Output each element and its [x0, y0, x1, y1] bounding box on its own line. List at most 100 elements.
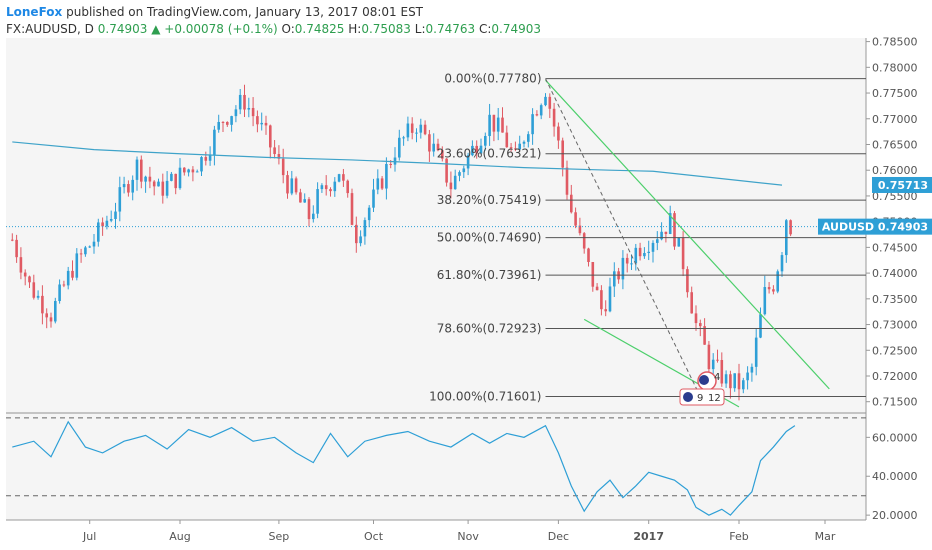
candle-body	[458, 172, 461, 176]
candle-body	[152, 181, 156, 187]
candle-body	[277, 154, 281, 159]
candle-body	[496, 117, 500, 132]
candle-body	[286, 175, 289, 194]
candle-body	[355, 224, 358, 244]
candle-body	[570, 194, 573, 213]
x-tick-label: Jul	[82, 530, 96, 543]
candle-body	[200, 157, 203, 172]
candle-body	[656, 239, 659, 243]
candle-body	[488, 114, 491, 137]
event-label: 4	[714, 372, 720, 383]
price-tag-bg	[818, 218, 932, 235]
candle-body	[23, 272, 27, 277]
author-link[interactable]: LoneFox	[6, 5, 63, 19]
candle-body	[677, 237, 681, 247]
candle-body	[552, 108, 556, 127]
candle-body	[195, 171, 199, 173]
candle-body	[256, 116, 259, 125]
candle-body	[509, 147, 513, 149]
candle-body	[71, 270, 74, 278]
candle-body	[527, 134, 530, 142]
candle-body	[221, 121, 225, 123]
candle-body	[763, 287, 767, 315]
candle-body	[423, 124, 427, 135]
fib-level-label: 50.00%(0.74690)	[437, 231, 542, 245]
candle-body	[634, 247, 638, 264]
candle-body	[92, 241, 96, 247]
candle-body	[342, 174, 345, 181]
fib-level-label: 0.00%(0.77780)	[444, 72, 541, 86]
price-pane	[6, 38, 866, 412]
y-axis-ticks: 0.78500 0.78000 0.77500 0.77000 0.76500 0.760…	[866, 36, 918, 522]
candle-body	[264, 122, 268, 126]
price-tag-bg	[872, 176, 932, 193]
candle-body	[269, 125, 272, 148]
candle-body	[161, 181, 165, 196]
candle-body	[170, 173, 173, 181]
open-value: 0.74825	[294, 22, 345, 36]
candle-body	[157, 181, 160, 187]
candle-body	[475, 145, 478, 154]
candle-body	[638, 247, 642, 257]
candle-body	[699, 323, 702, 327]
price-tag-text: AUDUSD 0.74903	[822, 221, 928, 234]
candle-body	[75, 253, 79, 278]
fibonacci-levels: 0.00%(0.77780) 23.60%(0.76321) 38.20%(0.75…	[429, 72, 866, 404]
candle-body	[140, 159, 143, 182]
candle-body	[105, 220, 109, 227]
candle-body	[101, 222, 104, 227]
candle-body	[208, 154, 212, 161]
flag-icon-inner	[699, 375, 709, 385]
candle-body	[664, 231, 668, 234]
candle-body	[535, 114, 539, 116]
candle-body	[380, 178, 384, 189]
candle-body	[643, 253, 646, 257]
price-tag-text: 0.75713	[878, 179, 928, 192]
candle-body	[217, 121, 220, 130]
candle-body	[772, 289, 775, 292]
candle-body	[88, 246, 91, 248]
open-label: O:	[281, 22, 295, 36]
candle-body	[484, 136, 487, 146]
close-label: C:	[478, 22, 492, 36]
ohlc-header: FX:AUDUSD, D 0.74903 ▲ +0.00078 (+0.1%) …	[6, 22, 541, 36]
candle-body	[367, 207, 371, 221]
event-markers: 49 12	[679, 371, 725, 406]
candle-body	[673, 213, 676, 247]
publish-info: published on TradingView.com, January 13…	[66, 5, 424, 19]
candle-body	[165, 180, 169, 196]
candle-body	[428, 134, 431, 152]
candle-body	[453, 175, 457, 190]
fib-level-label: 78.60%(0.72923)	[437, 322, 542, 336]
candle-body	[449, 182, 453, 190]
candle-body	[294, 178, 298, 193]
candle-body	[574, 212, 577, 226]
candle-body	[66, 270, 70, 286]
x-tick-label: Nov	[457, 530, 479, 543]
candle-body	[471, 145, 474, 156]
candle-body	[591, 262, 595, 287]
price-change: +0.00078 (+0.1%)	[164, 22, 278, 36]
ma-line	[12, 141, 783, 186]
candle-body	[191, 169, 195, 173]
candle-body	[329, 189, 332, 192]
candle-body	[432, 143, 435, 152]
candle-body	[711, 359, 715, 370]
candle-body	[406, 123, 410, 138]
candle-body	[393, 157, 397, 165]
y-tick-label: 0.78500	[872, 36, 918, 49]
candle-body	[62, 284, 66, 286]
x-tick-label: Aug	[169, 530, 190, 543]
candle-body	[505, 132, 509, 148]
symbol-label: FX:AUDUSD, D	[6, 22, 94, 36]
last-price: 0.74903	[97, 22, 148, 36]
candle-body	[385, 163, 388, 189]
candle-body	[144, 176, 147, 182]
candle-body	[178, 167, 182, 189]
candle-body	[54, 301, 57, 322]
y-tick-label: 0.74000	[872, 267, 918, 280]
low-value: 0.74763	[425, 22, 476, 36]
candle-body	[703, 326, 706, 345]
candle-body	[337, 174, 341, 182]
